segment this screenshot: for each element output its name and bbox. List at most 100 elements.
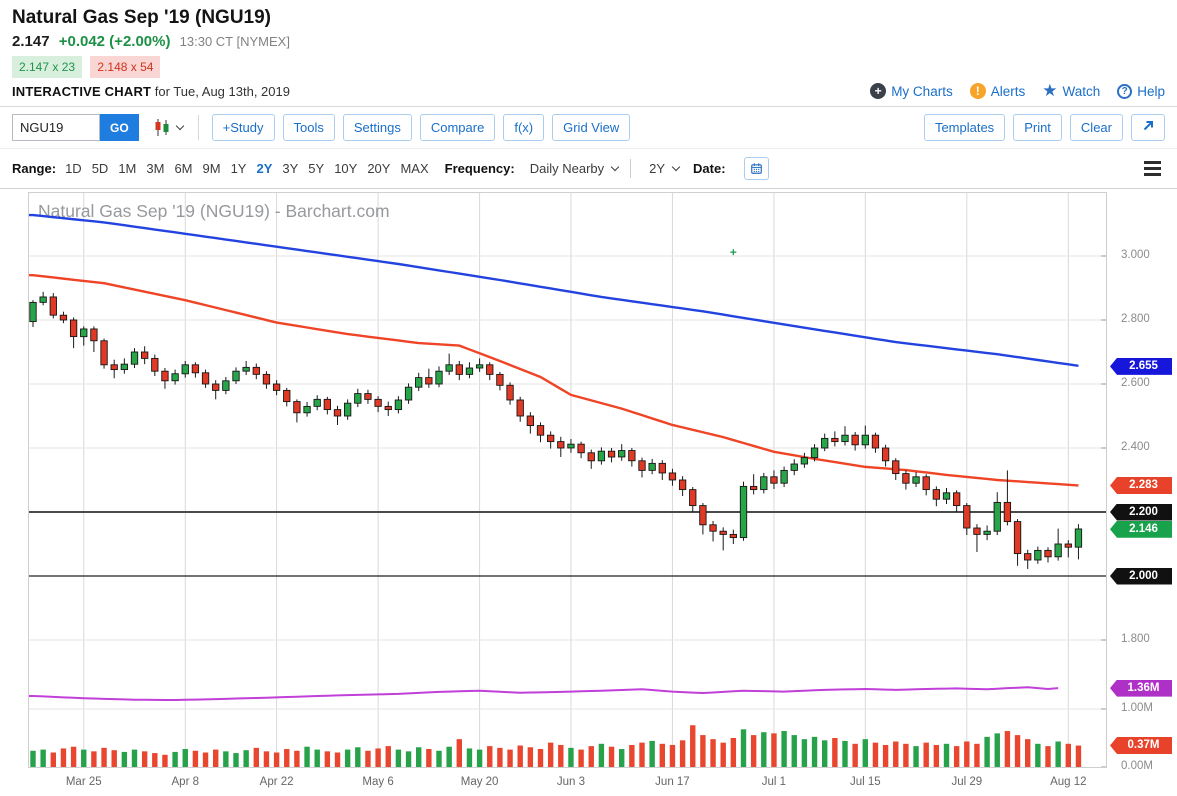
- range-option-6m[interactable]: 6M: [174, 161, 193, 176]
- axis-value-tag: 2.200: [1110, 503, 1172, 521]
- go-button[interactable]: GO: [100, 114, 139, 141]
- chart-type-dropdown[interactable]: [151, 117, 185, 138]
- range-option-10y[interactable]: 10Y: [334, 161, 358, 176]
- range-option-9m[interactable]: 9M: [202, 161, 221, 176]
- date-tick-label: May 6: [362, 776, 394, 788]
- range-label: Range:: [12, 161, 57, 176]
- quote-header: Natural Gas Sep '19 (NGU19) 2.147 +0.042…: [0, 0, 1177, 107]
- price-axis[interactable]: 3.000 2.800 2.600 2.400 1.800 1.00M 0.00M 2.655…: [1107, 192, 1177, 772]
- bid-quote: 2.147 x 23: [12, 56, 83, 78]
- toolbar-button-study[interactable]: +Study: [211, 114, 275, 141]
- horizontal-gridlines: [28, 255, 1107, 710]
- toolbar-right-buttons: Templates Print Clear: [923, 114, 1165, 141]
- page-title: Natural Gas Sep '19 (NGU19): [12, 7, 271, 28]
- toolbar-button-print[interactable]: Print: [1013, 114, 1062, 141]
- plus-circle-icon: +: [870, 83, 887, 99]
- quote-timestamp: 13:30 CT [NYMEX]: [179, 34, 290, 49]
- toolbar-button-clear[interactable]: Clear: [1069, 114, 1123, 141]
- chart-watermark: Natural Gas Sep '19 (NGU19) - Barchart.c…: [38, 201, 390, 221]
- date-tick-label: May 20: [460, 776, 499, 788]
- price-tick-label: 3.000: [1121, 249, 1150, 261]
- calendar-icon: [750, 163, 762, 174]
- date-tick-label: Mar 25: [65, 776, 102, 788]
- toolbar-button-tools[interactable]: Tools: [282, 114, 335, 141]
- volume-tick-label: 1.00M: [1121, 702, 1153, 714]
- rangebar-divider: [630, 159, 632, 178]
- last-price: 2.147: [12, 33, 50, 50]
- bid-ask-row: 2.147 x 23 2.148 x 54: [12, 56, 1165, 78]
- range-option-2y[interactable]: 2Y: [256, 161, 273, 176]
- symbol-input[interactable]: [12, 114, 100, 141]
- price-chart[interactable]: Natural Gas Sep '19 (NGU19) - Barchart.c…: [28, 192, 1107, 770]
- chart-toolbar: GO +Study Tools Settings Compare f(x) Grid Vi…: [0, 107, 1177, 149]
- range-option-max[interactable]: MAX: [400, 161, 429, 176]
- date-tick-label: Apr 8: [171, 776, 200, 788]
- expand-arrow-icon: [1143, 121, 1153, 131]
- alert-icon: !: [969, 83, 986, 99]
- chart-region: Natural Gas Sep '19 (NGU19) - Barchart.c…: [0, 192, 1177, 796]
- toolbar-button-settings[interactable]: Settings: [342, 114, 412, 141]
- range-option-20y[interactable]: 20Y: [367, 161, 391, 176]
- range-option-1m[interactable]: 1M: [118, 161, 137, 176]
- date-tick-label: Jun 3: [556, 776, 586, 788]
- chevron-down-icon: [175, 121, 184, 130]
- toolbar-divider: [197, 115, 199, 140]
- date-label: Date:: [693, 161, 726, 176]
- frequency-label: Frequency:: [444, 161, 515, 176]
- date-picker-button[interactable]: [743, 157, 769, 180]
- date-tick-label: Jul 1: [761, 776, 787, 788]
- range-options: 1D 5D 1M 3M 6M 9M 1Y 2Y 3Y 5Y 10Y 20Y MAX: [65, 161, 429, 176]
- date-tick-label: Apr 22: [259, 776, 294, 788]
- toolbar-button-grid-view[interactable]: Grid View: [552, 114, 631, 141]
- range-option-3m[interactable]: 3M: [146, 161, 165, 176]
- range-option-5d[interactable]: 5D: [91, 161, 109, 176]
- open-interest-line: [28, 686, 1059, 702]
- my-charts-link[interactable]: + My Charts: [870, 83, 953, 99]
- chevron-down-icon: [671, 162, 681, 171]
- range-option-3y[interactable]: 3Y: [282, 161, 299, 176]
- top-nav: + My Charts ! Alerts ★ Watch ? Help: [870, 81, 1165, 100]
- date-tick-label: Aug 12: [1050, 776, 1087, 788]
- axis-value-tag: 1.36M: [1110, 679, 1172, 697]
- price-tick-label: 2.400: [1121, 441, 1150, 453]
- date-tick-label: Jul 15: [849, 776, 881, 788]
- long-moving-average-line: [28, 213, 1079, 367]
- expand-button[interactable]: [1131, 114, 1165, 141]
- frequency-dropdown[interactable]: Daily Nearby: [530, 161, 620, 176]
- toolbar-button-f-x[interactable]: f(x): [503, 114, 545, 141]
- plot-border: [28, 192, 1107, 768]
- toolbar-button-templates[interactable]: Templates: [923, 114, 1006, 141]
- drawn-horizontal-lines[interactable]: [28, 511, 1107, 577]
- toolbar-button-compare[interactable]: Compare: [419, 114, 496, 141]
- quote-price-row: 2.147 +0.042 (+2.00%) 13:30 CT [NYMEX]: [12, 32, 1165, 51]
- price-change: +0.042 (+2.00%): [58, 33, 171, 50]
- hamburger-menu-icon[interactable]: [1140, 159, 1165, 179]
- price-tick-label: 2.800: [1121, 313, 1150, 325]
- toolbar-buttons: +Study Tools Settings Compare f(x) Grid View: [211, 114, 631, 141]
- question-icon: ?: [1117, 83, 1133, 99]
- alerts-link[interactable]: ! Alerts: [969, 83, 1025, 99]
- axis-value-tag: 2.283: [1110, 476, 1172, 494]
- date-tick-label: Jun 17: [655, 776, 690, 788]
- ask-quote: 2.148 x 54: [90, 56, 161, 78]
- star-icon: ★: [1042, 81, 1058, 100]
- range-option-1d[interactable]: 1D: [65, 161, 82, 176]
- volume-bars: [30, 725, 1082, 768]
- axis-value-tag: 2.000: [1110, 567, 1172, 585]
- stray-data-marker: [730, 249, 737, 256]
- range-option-5y[interactable]: 5Y: [308, 161, 325, 176]
- axis-value-tag: 0.37M: [1110, 737, 1172, 755]
- candlestick-icon: [155, 119, 169, 136]
- interactive-chart-label: INTERACTIVE CHART for Tue, Aug 13th, 201…: [12, 83, 290, 99]
- price-tick-label: 1.800: [1121, 633, 1150, 645]
- period-dropdown[interactable]: 2Y: [649, 161, 681, 176]
- price-tick-label: 2.600: [1121, 377, 1150, 389]
- volume-tick-label: 0.00M: [1121, 760, 1153, 772]
- help-link[interactable]: ? Help: [1117, 83, 1165, 99]
- range-option-1y[interactable]: 1Y: [230, 161, 247, 176]
- watch-link[interactable]: ★ Watch: [1042, 81, 1101, 100]
- time-axis: Mar 25 Apr 8 Apr 22 May 6 May 20 Jun 3 Jun 17 J…: [28, 772, 1107, 794]
- short-moving-average-line: [28, 274, 1079, 487]
- range-bar: Range: 1D 5D 1M 3M 6M 9M 1Y 2Y 3Y 5Y 10Y 20Y MAX Fre…: [0, 149, 1177, 189]
- chevron-down-icon: [610, 162, 620, 171]
